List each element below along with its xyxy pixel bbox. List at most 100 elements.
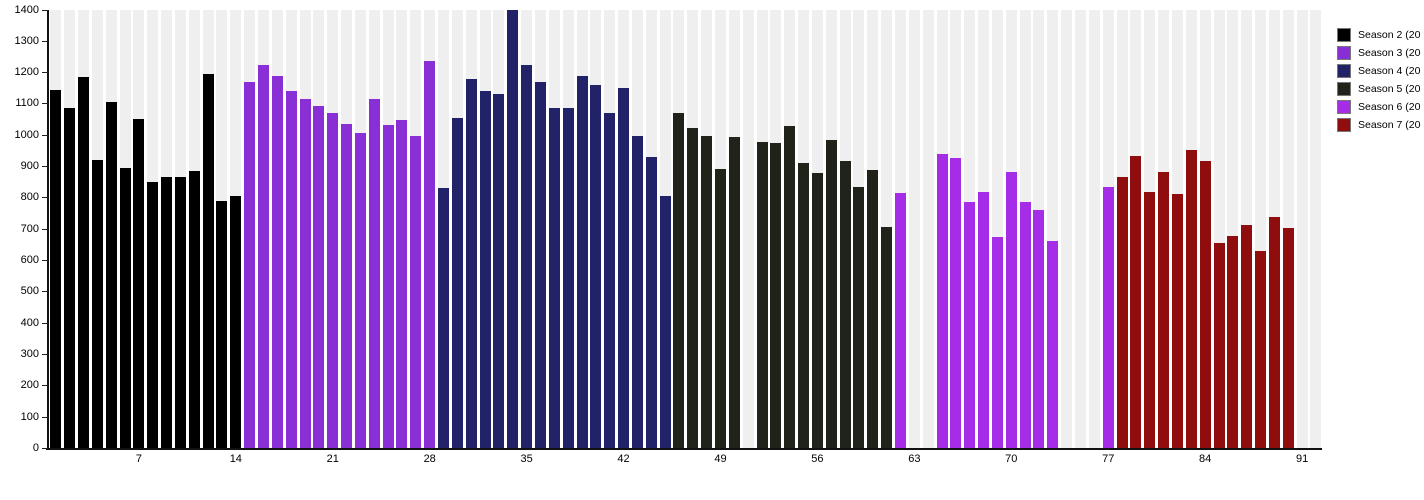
episode-slot-stripe (1227, 10, 1239, 449)
bar-episode-39 (576, 76, 588, 449)
episode-slot-stripe (1047, 10, 1059, 449)
legend-swatch (1337, 46, 1351, 60)
bar-episode-38 (562, 108, 574, 449)
y-tick (42, 197, 48, 199)
episode-slot-stripe (1296, 10, 1308, 449)
x-tick-label: 14 (229, 452, 242, 465)
bar-episode-36 (534, 81, 546, 449)
y-tick-label: 1200 (14, 66, 39, 79)
legend-swatch (1337, 118, 1351, 132)
bar-episode-48 (701, 135, 713, 449)
y-tick-label: 700 (20, 222, 39, 235)
bar-episode-3 (77, 77, 89, 449)
episode-slot-stripe (1310, 10, 1322, 449)
y-tick (42, 134, 48, 136)
bar-episode-86 (1227, 236, 1239, 449)
y-tick (42, 103, 48, 105)
bar-episode-59 (853, 186, 865, 449)
bar-episode-69 (991, 237, 1003, 449)
bar-episode-11 (188, 171, 200, 449)
bar-episode-15 (244, 81, 256, 449)
y-tick-label: 1000 (14, 128, 39, 141)
bar-episode-67 (964, 202, 976, 449)
bar-episode-81 (1158, 171, 1170, 449)
bar-episode-80 (1144, 192, 1156, 449)
y-tick (42, 385, 48, 387)
bar-episode-13 (216, 201, 228, 449)
bar-episode-82 (1171, 194, 1183, 449)
bar-episode-72 (1033, 210, 1045, 449)
bar-episode-89 (1268, 217, 1280, 449)
bar-episode-30 (451, 117, 463, 449)
episode-slot-stripe (742, 10, 754, 449)
x-tick-label: 28 (423, 452, 436, 465)
y-tick-label: 100 (20, 410, 39, 423)
x-tick-label: 56 (811, 452, 824, 465)
bar-episode-44 (645, 156, 657, 449)
bar-episode-28 (424, 61, 436, 449)
y-tick (42, 354, 48, 356)
bar-episode-23 (354, 133, 366, 449)
x-tick-label: 77 (1102, 452, 1115, 465)
bar-episode-20 (313, 106, 325, 449)
bar-episode-70 (1005, 171, 1017, 449)
bar-episode-78 (1116, 176, 1128, 449)
y-tick (42, 322, 48, 324)
legend-swatch (1337, 64, 1351, 78)
plot-area (48, 10, 1322, 449)
y-tick (42, 228, 48, 230)
bar-episode-57 (825, 140, 837, 449)
bar-episode-12 (202, 73, 214, 449)
bar-episode-27 (410, 135, 422, 449)
y-tick-label: 0 (32, 442, 39, 454)
bar-episode-90 (1282, 228, 1294, 449)
bar-episode-7 (133, 119, 145, 449)
bar-episode-26 (396, 120, 408, 449)
bar-episode-56 (811, 173, 823, 449)
bar-episode-29 (438, 187, 450, 449)
bar-episode-31 (465, 78, 477, 449)
bar-episode-88 (1255, 251, 1267, 449)
bar-episode-54 (784, 125, 796, 449)
bar-episode-10 (174, 176, 186, 449)
x-tick-label: 63 (908, 452, 921, 465)
bar-episode-66 (950, 158, 962, 449)
bar-episode-49 (714, 169, 726, 449)
y-tick-label: 1100 (15, 97, 39, 110)
y-tick (42, 9, 48, 11)
legend-label: Season 2 (20 (1358, 29, 1421, 41)
bar-episode-62 (895, 192, 907, 449)
x-tick-label: 42 (617, 452, 630, 465)
episode-slot-stripe (1255, 10, 1267, 449)
bar-episode-40 (590, 85, 602, 449)
bar-episode-41 (604, 113, 616, 449)
bar-episode-32 (479, 90, 491, 449)
x-axis-line (46, 448, 1322, 451)
legend-swatch (1337, 100, 1351, 114)
y-tick-label: 800 (20, 191, 39, 204)
bar-episode-2 (64, 107, 76, 449)
bar-episode-79 (1130, 156, 1142, 449)
x-tick-label: 84 (1199, 452, 1212, 465)
legend-label: Season 5 (20 (1358, 83, 1421, 95)
bar-episode-58 (839, 161, 851, 449)
legend-label: Season 4 (20 (1358, 65, 1421, 77)
y-tick-label: 900 (20, 160, 39, 173)
bar-episode-33 (493, 93, 505, 449)
bar-episode-24 (368, 98, 380, 449)
bar-episode-45 (659, 196, 671, 449)
y-tick-label: 200 (20, 379, 39, 392)
episode-slot-stripe (908, 10, 920, 449)
bar-episode-9 (161, 176, 173, 449)
y-tick-label: 1400 (14, 3, 39, 16)
bar-episode-5 (105, 102, 117, 449)
y-tick-label: 1300 (14, 34, 39, 47)
bar-episode-61 (881, 227, 893, 449)
bar-episode-6 (119, 167, 131, 449)
bar-episode-34 (507, 10, 519, 449)
bar-episode-84 (1199, 160, 1211, 449)
y-tick (42, 72, 48, 74)
bar-episode-83 (1185, 149, 1197, 449)
bar-episode-52 (756, 141, 768, 449)
bar-episode-8 (147, 182, 159, 449)
